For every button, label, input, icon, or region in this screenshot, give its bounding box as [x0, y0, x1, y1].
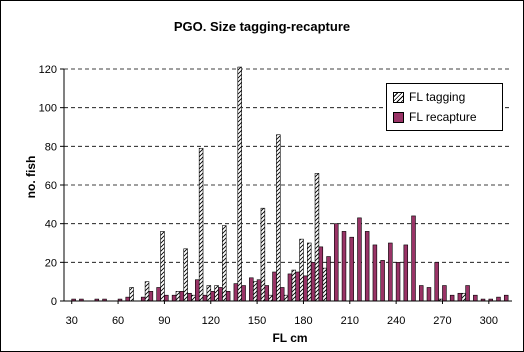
- bar-recapture: [218, 287, 223, 302]
- y-tick-label: 0: [51, 296, 57, 308]
- bar-recapture: [264, 285, 269, 302]
- bar-recapture: [171, 294, 177, 302]
- y-tick-label: 20: [45, 257, 57, 269]
- bar-recapture: [326, 256, 331, 302]
- bar-tagging: [299, 238, 304, 302]
- bar-tagging: [175, 291, 181, 302]
- bar-tagging: [260, 207, 266, 302]
- legend: FL tagging FL recapture: [386, 83, 503, 131]
- x-tick-label: 180: [294, 315, 312, 327]
- bar-recapture: [457, 292, 463, 302]
- bar-recapture: [295, 271, 300, 302]
- legend-label-recapture: FL recapture: [409, 110, 477, 124]
- bar-recapture: [140, 296, 146, 302]
- bar-recapture: [318, 246, 324, 302]
- bar-recapture: [233, 283, 239, 302]
- y-tick-label: 80: [45, 141, 57, 153]
- bar-recapture: [349, 236, 354, 302]
- bar-recapture: [241, 285, 246, 302]
- bar-recapture: [434, 262, 439, 302]
- bar-recapture: [225, 291, 231, 302]
- bar-recapture: [310, 262, 316, 302]
- bar-tagging: [144, 281, 150, 302]
- x-tick-label: 270: [433, 315, 451, 327]
- bar-recapture: [334, 223, 339, 302]
- x-axis-label: FL cm: [272, 331, 308, 345]
- bar-tagging: [191, 294, 196, 302]
- bar-tagging: [276, 134, 281, 302]
- bar-recapture: [249, 277, 254, 302]
- x-tick-label: 60: [112, 315, 124, 327]
- x-tick-label: 90: [158, 315, 170, 327]
- y-tick-label: 120: [39, 64, 57, 76]
- x-tick-label: 210: [341, 315, 359, 327]
- bar-recapture: [503, 294, 509, 302]
- bar-tagging: [222, 225, 227, 302]
- bar-tagging: [129, 287, 134, 302]
- bar-tagging: [237, 66, 242, 302]
- bar-recapture: [202, 294, 208, 302]
- bar-tagging: [291, 269, 297, 302]
- bar-recapture: [210, 291, 215, 302]
- bar-tagging: [206, 285, 212, 302]
- x-tick-label: 30: [66, 315, 78, 327]
- x-tick-label: 240: [387, 315, 405, 327]
- bar-recapture: [272, 271, 277, 302]
- y-axis-label: no. fish: [24, 155, 38, 199]
- bar-recapture: [148, 291, 154, 302]
- bar-recapture: [403, 244, 409, 302]
- bar-recapture: [195, 279, 200, 302]
- bar-recapture: [125, 296, 130, 302]
- bar-recapture: [341, 231, 347, 302]
- bar-tagging: [268, 294, 273, 302]
- bar-recapture: [442, 285, 447, 302]
- bar-recapture: [411, 215, 416, 302]
- bar-recapture: [465, 285, 470, 302]
- bar-recapture: [156, 287, 161, 302]
- bar-recapture: [426, 287, 432, 302]
- bar-recapture: [164, 294, 169, 302]
- bar-recapture: [357, 217, 362, 302]
- bar-tagging: [160, 231, 165, 302]
- bar-tagging: [198, 147, 204, 302]
- bar-tagging: [314, 173, 320, 302]
- bar-recapture: [179, 291, 185, 302]
- bar-recapture: [364, 231, 370, 302]
- legend-item-recapture: FL recapture: [393, 109, 477, 125]
- bar-recapture: [496, 296, 501, 302]
- x-tick-label: 120: [202, 315, 220, 327]
- legend-label-tagging: FL tagging: [409, 90, 466, 104]
- bar-tagging: [461, 292, 466, 302]
- bar-tagging: [214, 285, 219, 302]
- bar-recapture: [473, 294, 478, 302]
- bar-recapture: [395, 262, 401, 302]
- bar-recapture: [287, 273, 293, 302]
- y-tick-label: 100: [39, 103, 57, 115]
- bar-recapture: [449, 294, 455, 302]
- bar-recapture: [419, 285, 424, 302]
- bar-tagging: [307, 242, 312, 302]
- bar-recapture: [279, 287, 285, 302]
- legend-swatch-tagging: [393, 91, 404, 103]
- bar-tagging: [183, 248, 188, 302]
- x-tick-label: 150: [248, 315, 266, 327]
- bar-tagging: [283, 294, 289, 302]
- bar-tagging: [322, 267, 327, 302]
- bar-recapture: [380, 260, 385, 302]
- y-tick-label: 60: [45, 180, 57, 192]
- y-tick-label: 40: [45, 219, 57, 231]
- bar-tagging: [252, 281, 258, 302]
- bar-recapture: [256, 279, 262, 302]
- bar-recapture: [187, 292, 192, 302]
- bar-recapture: [388, 242, 393, 302]
- chart-title: PGO. Size tagging-recapture: [173, 19, 351, 34]
- legend-swatch-recapture: [393, 111, 404, 123]
- bar-recapture: [372, 244, 378, 302]
- x-tick-label: 300: [480, 315, 498, 327]
- bar-recapture: [303, 275, 308, 302]
- legend-item-tagging: FL tagging: [393, 89, 465, 105]
